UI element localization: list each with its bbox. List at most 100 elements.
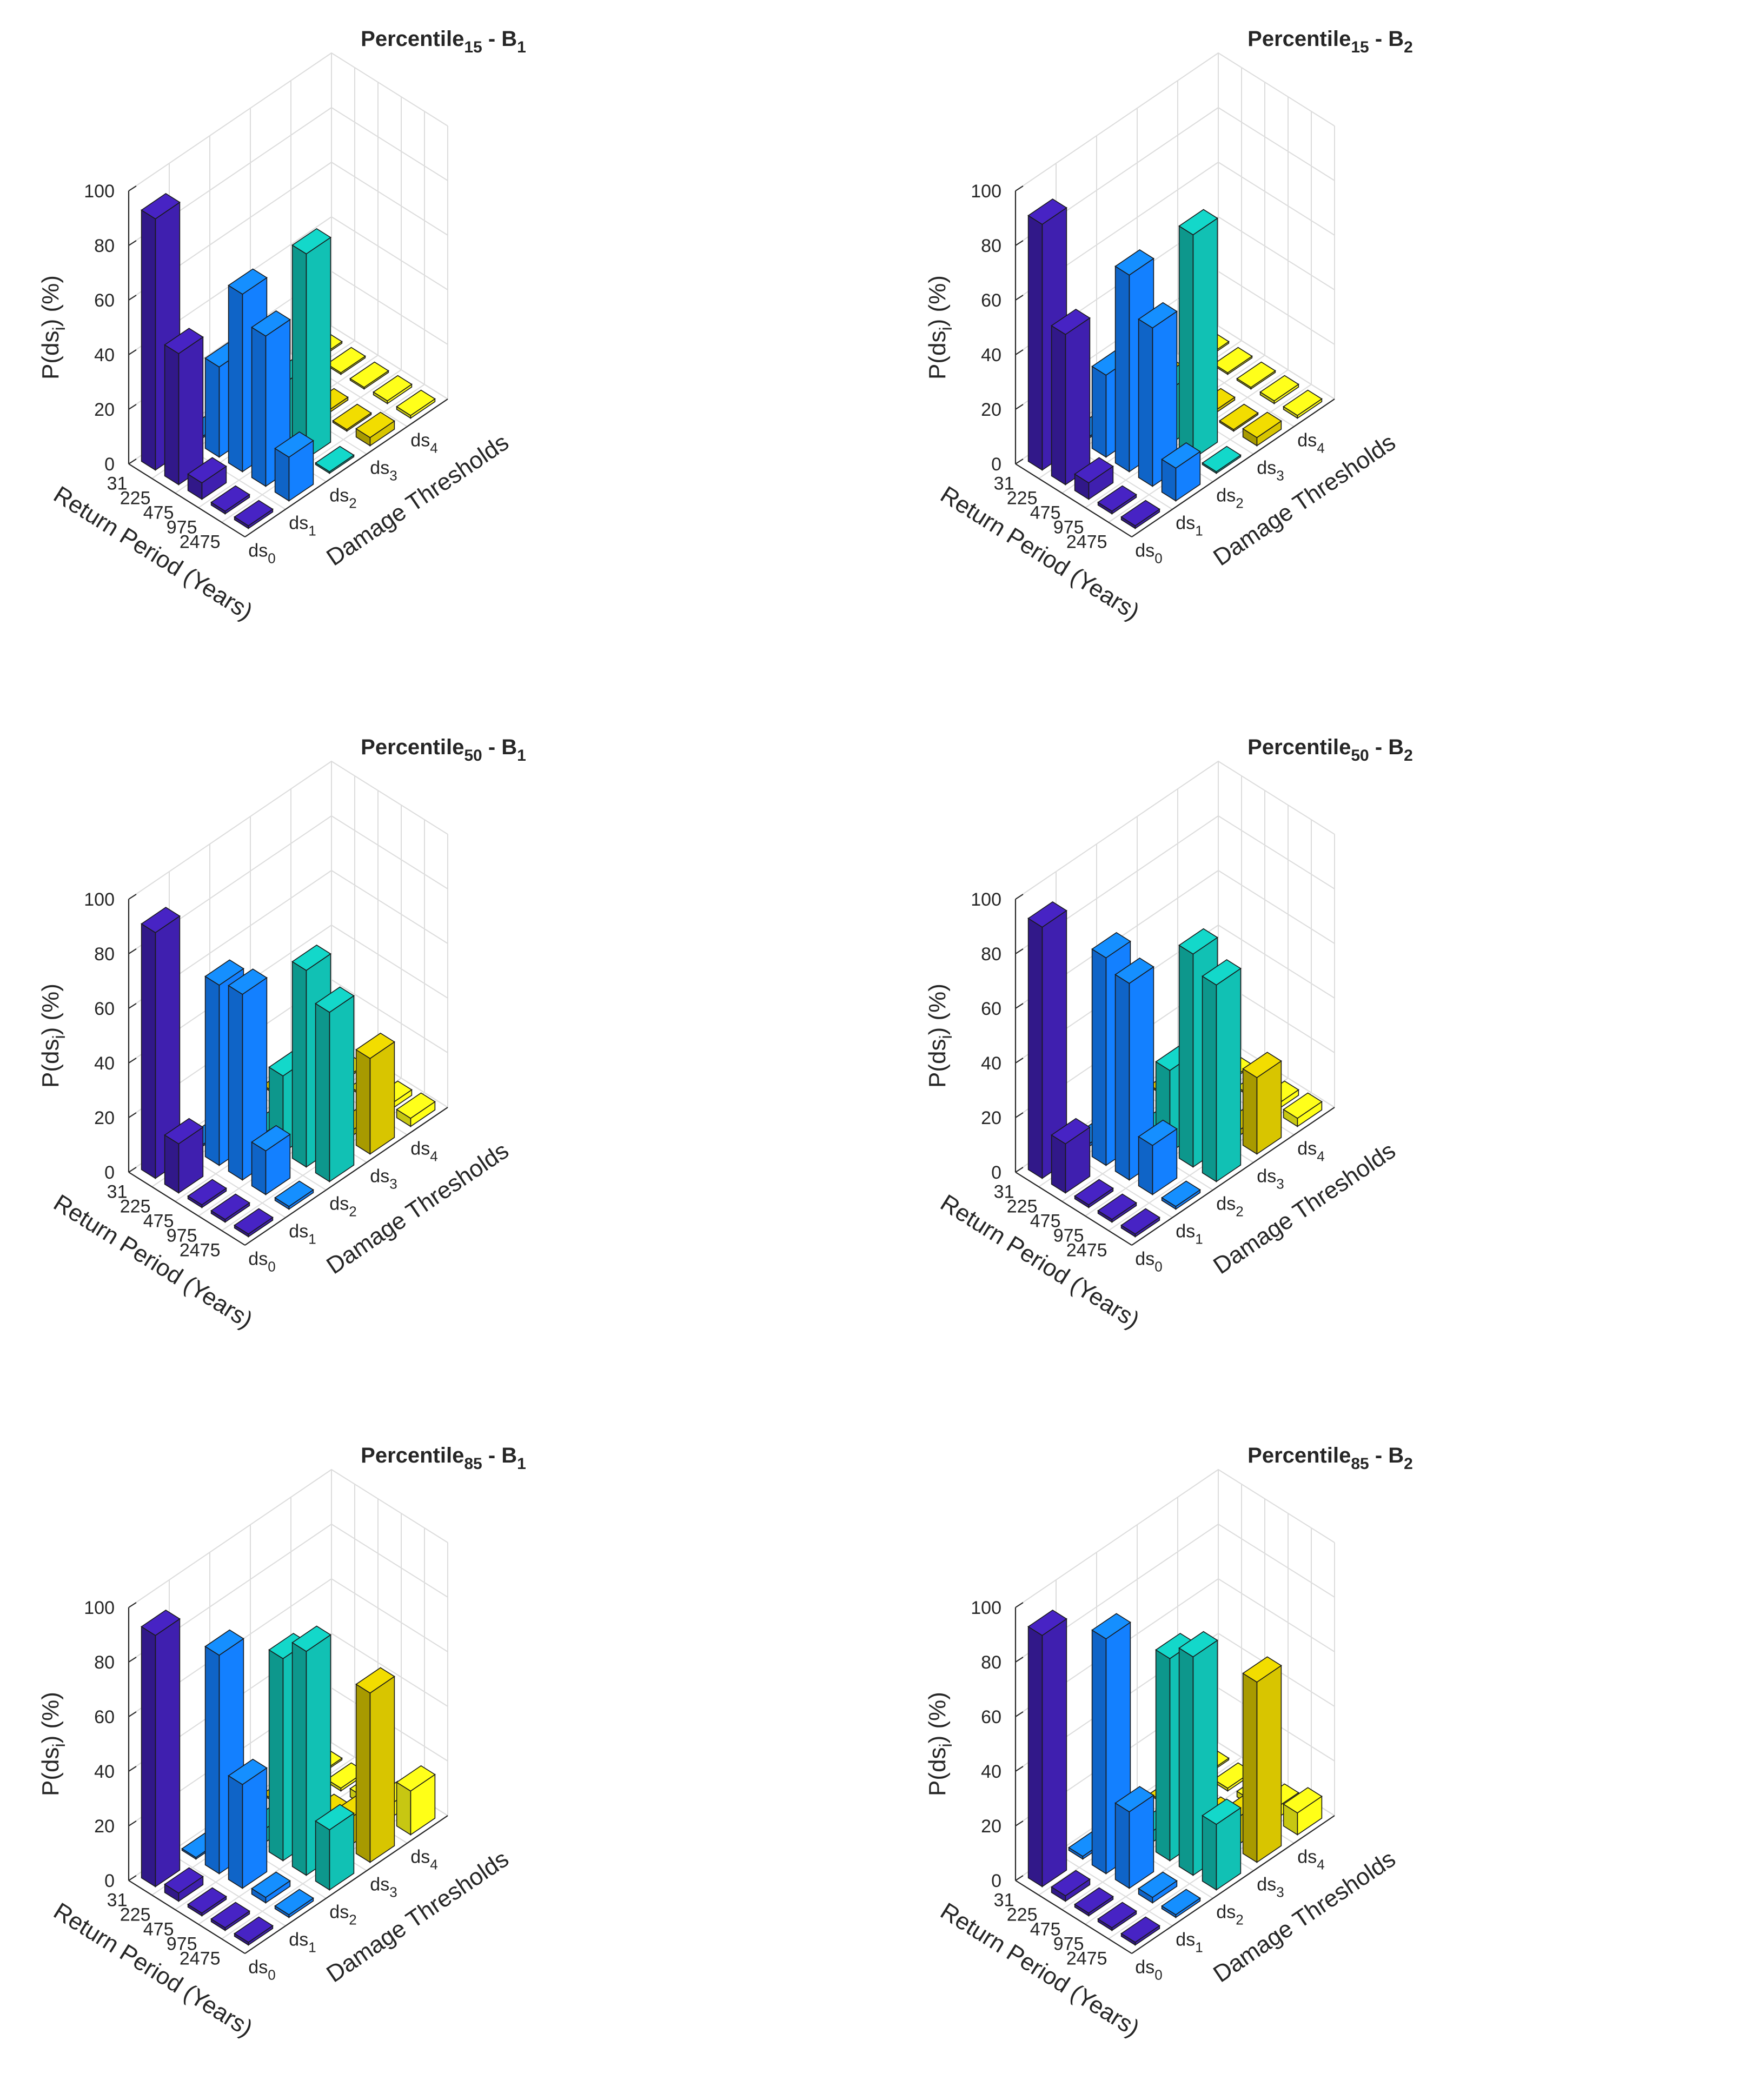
gridline-z [1015,1468,1335,1608]
y-tick-label: ds1 [1176,1221,1203,1247]
x-tick-label: 475 [143,1211,174,1232]
bar-top-face [332,403,372,430]
z-tick [128,1820,137,1826]
bar-side-face [268,1649,284,1862]
gridline-z [128,1468,448,1608]
gridline-floor [1218,325,1335,400]
bar-top-face [1027,901,1067,928]
x-tick-label: 475 [143,1919,174,1940]
z-tick [1015,349,1024,355]
z-axis-label: P(dsi) (%) [924,1692,955,1796]
bar [315,446,355,474]
y-tick-label: ds1 [1176,513,1203,539]
bar-top-face [141,1610,181,1636]
bar [210,1193,250,1223]
bar-top-face [1051,1118,1091,1145]
bar [1202,1798,1242,1891]
z-tick [128,1058,137,1064]
bar-front-face [1041,1618,1067,1888]
bar-side-face [141,1626,156,1888]
chart-title: Percentile50 - B2 [1247,735,1413,765]
bar-top-face [1138,302,1178,329]
z-tick-label: 20 [94,1816,115,1837]
gridline-floor [221,384,425,523]
bar-top-face [1202,959,1242,986]
bar-front-face [178,336,204,486]
bar-top-face [1138,1871,1178,1898]
bar-front-face [1192,217,1218,460]
z-tick [128,1766,137,1772]
z-tick-label: 100 [84,889,115,910]
x-tick-label: 475 [143,503,174,523]
bar-top-face [274,1889,314,1916]
z-tick [1015,1711,1024,1717]
gridline-floor [1056,1852,1173,1926]
x-axis-line [128,463,245,537]
bar [396,1092,436,1127]
bar-top-face [1074,457,1114,484]
bar [1120,500,1160,529]
bar-front-face [242,1767,268,1889]
bar [1283,1787,1323,1836]
bar-side-face [1027,215,1043,471]
bar [1202,959,1242,1182]
z-tick-label: 20 [981,1816,1001,1837]
y-tick-label: ds3 [370,1875,397,1900]
x-tick-label: 31 [107,1182,128,1202]
bar-top-face [204,959,244,986]
bar-side-face [1202,1815,1217,1891]
y-tick-label: ds4 [1297,1139,1324,1165]
z-tick-label: 40 [94,345,115,365]
bar [1213,347,1253,375]
z-tick-label: 60 [981,1707,1001,1727]
bar-side-face [204,975,220,1166]
bar-top-face [234,1208,274,1235]
bar-front-face [329,995,355,1182]
bar [187,457,227,500]
y-axis-line [244,1815,448,1954]
y-tick-label: ds0 [1135,541,1162,567]
y-axis-line [1131,1107,1335,1246]
bar-side-face [1178,225,1194,460]
x-tick-label: 31 [107,474,128,494]
bar-side-face [315,1002,330,1182]
bar-top-face [1213,347,1253,374]
z-tick [128,1875,137,1881]
y-axis-line [244,398,448,537]
bar [274,431,314,502]
bar-side-face [251,326,267,487]
bar [1051,1118,1091,1194]
z-tick-label: 20 [981,400,1001,420]
x-tick-label: 225 [1007,1905,1038,1925]
bar-side-face [228,284,243,473]
gridline-z [128,52,448,191]
bar-side-face [1202,975,1217,1182]
x-tick-label: 475 [1030,503,1061,523]
bar-top-face [164,1867,204,1894]
bar [1074,1179,1114,1208]
y-tick-label: ds0 [248,541,275,567]
z-tick-label: 80 [981,1652,1001,1673]
z-tick [128,1112,137,1118]
bar-side-face [355,1683,371,1863]
bar [1242,1052,1282,1155]
bar [315,1804,355,1891]
bar-top-face [228,1758,268,1785]
bar [228,968,268,1181]
bar-front-face [1256,1664,1282,1863]
z-tick [128,1711,137,1717]
bar-top-face [326,347,366,374]
bar-side-face [1242,1068,1258,1155]
bar [291,228,331,460]
z-tick [128,185,137,191]
bar [1097,485,1137,515]
z-axis-label: P(dsi) (%) [37,1692,69,1796]
z-tick-label: 0 [991,1162,1001,1183]
bar-top-face [274,431,314,458]
bar-top-face [251,1871,291,1898]
bar-side-face [141,209,156,471]
z-tick [128,295,137,301]
bar [1138,1871,1178,1904]
bar [210,1902,250,1931]
